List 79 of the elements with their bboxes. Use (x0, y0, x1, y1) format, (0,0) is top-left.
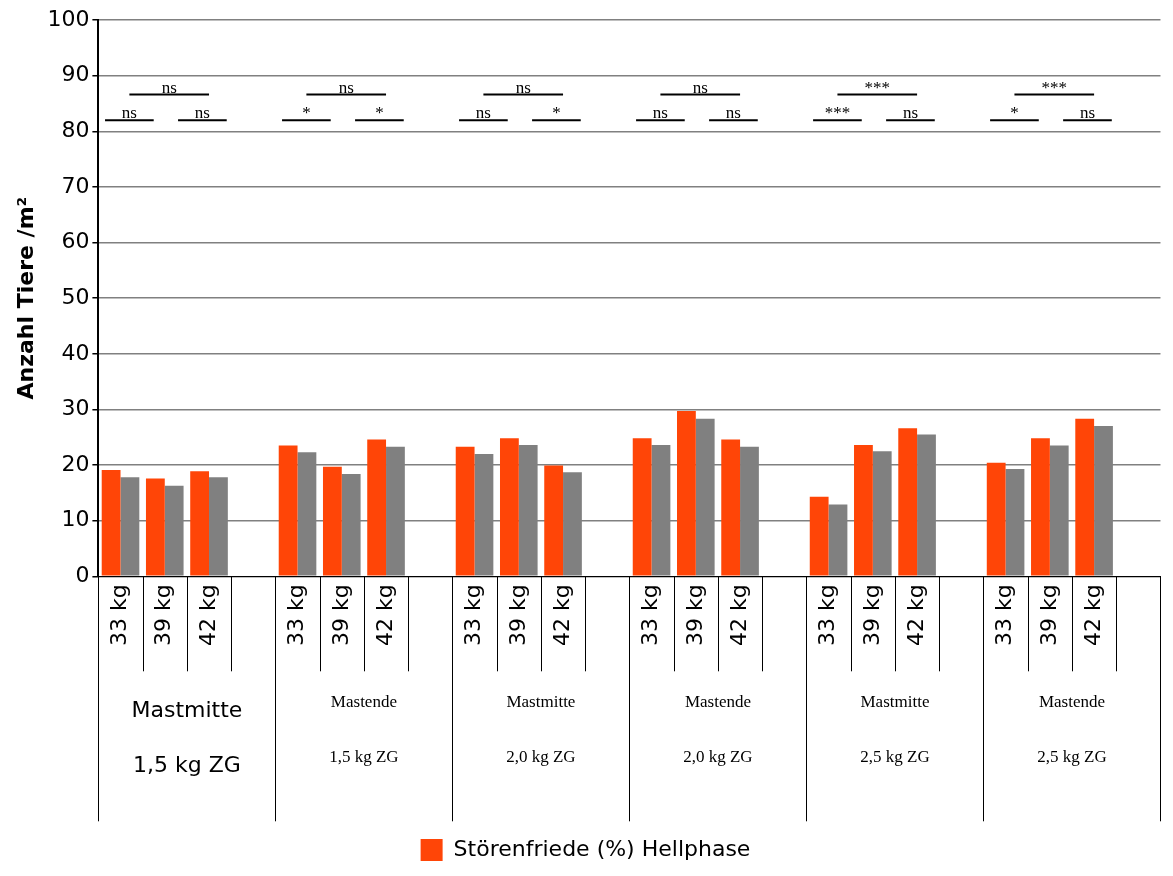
text: Mastmitte (131, 697, 243, 723)
text: Mastende (330, 692, 397, 712)
text: Mastmitte (860, 692, 930, 712)
text: 2,0 kg ZG (683, 747, 753, 767)
annotation: * (552, 103, 561, 123)
annotation: ns (692, 77, 708, 97)
bar (632, 438, 652, 576)
bar (499, 438, 519, 576)
y-tick-label: 60 (61, 228, 90, 254)
text: 2,5 kg ZG (1037, 747, 1107, 767)
y-tick-label: 70 (61, 172, 90, 198)
x-tick-label: 42 kg (902, 584, 928, 647)
y-tick-label: 100 (47, 5, 90, 31)
y-tick-label: 0 (75, 562, 90, 588)
bar (455, 446, 475, 576)
annotation: ns (725, 103, 741, 123)
x-tick-label: 33 kg (460, 584, 486, 647)
y-tick-label: 30 (61, 395, 90, 421)
bar (809, 496, 829, 576)
y-tick-label: 40 (61, 339, 90, 365)
x-tick-label: 39 kg (1035, 584, 1061, 647)
y-tick-label: 50 (61, 283, 90, 309)
text: Mastmitte (506, 692, 576, 712)
x-tick-label: 39 kg (858, 584, 884, 647)
annotation: ns (194, 103, 210, 123)
bar (1031, 438, 1050, 576)
annotation: ns (338, 77, 354, 97)
bar (898, 428, 918, 576)
annotation: *** (864, 77, 890, 97)
y-tick-label: 20 (61, 450, 90, 476)
bar (145, 478, 165, 576)
annotation: *** (824, 103, 851, 123)
annotation: ns (121, 103, 137, 123)
annotation: ns (161, 77, 177, 97)
bar (101, 470, 121, 576)
text: Mastende (1038, 692, 1106, 712)
x-tick-label: 33 kg (991, 584, 1017, 647)
x-tick-label: 42 kg (725, 584, 751, 647)
bar (278, 445, 298, 576)
text: 1,5 kg ZG (329, 747, 399, 767)
text: Mastende (684, 692, 751, 712)
x-tick-label: 42 kg (548, 584, 574, 647)
x-tick-label: 39 kg (327, 584, 353, 647)
annotation: ns (475, 103, 491, 123)
y-tick-label: 80 (61, 116, 90, 142)
annotation: * (375, 103, 384, 123)
x-tick-label: 42 kg (194, 584, 220, 647)
legend-label: Störenfriede (%) Hellphase (453, 835, 751, 861)
bar (190, 471, 210, 576)
bar (367, 439, 387, 576)
annotation: ns (902, 103, 919, 123)
y-tick-label: 90 (61, 61, 90, 87)
y-axis-title: Anzahl Tiere /m² (12, 196, 38, 400)
x-tick-label: 33 kg (637, 584, 663, 647)
bar (986, 462, 1006, 576)
annotation: *** (1041, 77, 1068, 97)
bar (322, 466, 342, 576)
x-tick-label: 39 kg (150, 584, 176, 647)
annotation: * (1010, 103, 1019, 123)
text: 2,0 kg ZG (506, 747, 576, 767)
x-tick-label: 33 kg (814, 584, 840, 647)
bar (544, 465, 564, 576)
bar (1075, 418, 1095, 576)
annotation: ns (515, 77, 531, 97)
annotation: ns (652, 103, 668, 123)
x-tick-label: 39 kg (504, 584, 530, 647)
text: 2,5 kg ZG (860, 747, 930, 767)
bar (721, 439, 741, 576)
x-tick-label: 42 kg (1079, 584, 1105, 647)
x-tick-label: 39 kg (681, 584, 707, 647)
text: 1,5 kg ZG (132, 752, 241, 778)
annotation: * (302, 103, 311, 123)
annotation: ns (1079, 103, 1096, 123)
x-tick-label: 42 kg (371, 584, 397, 647)
bar (854, 445, 873, 576)
x-tick-label: 33 kg (283, 584, 309, 647)
bar (677, 411, 696, 576)
y-tick-label: 10 (61, 506, 90, 532)
x-tick-label: 33 kg (106, 584, 132, 647)
